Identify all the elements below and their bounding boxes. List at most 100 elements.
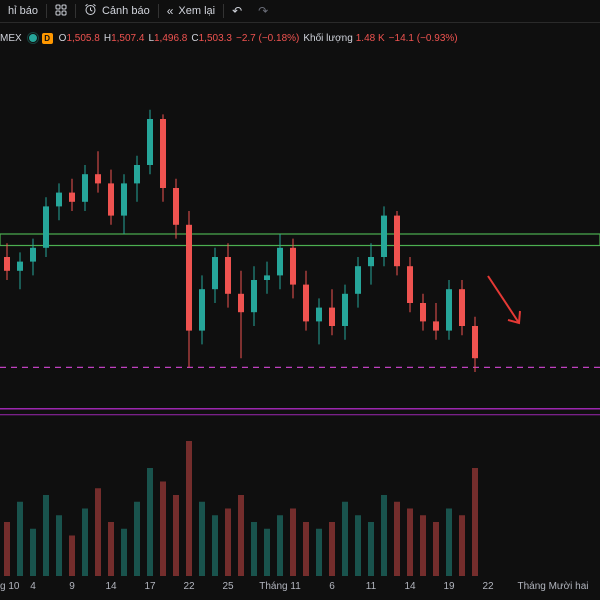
candle-body [95, 174, 101, 184]
volume-bar[interactable] [446, 508, 452, 577]
volume-bar[interactable] [394, 501, 400, 576]
volume-bar[interactable] [147, 468, 153, 576]
undo-button[interactable]: ↶ [224, 0, 250, 22]
price-chart[interactable] [0, 48, 600, 576]
volume-bar[interactable] [342, 501, 348, 576]
volume-bar[interactable] [329, 522, 335, 576]
candle[interactable] [95, 151, 101, 193]
volume-bar[interactable] [199, 501, 205, 576]
candle-body [342, 293, 348, 326]
volume-bar[interactable] [17, 501, 23, 576]
candle[interactable] [17, 252, 23, 290]
candle[interactable] [251, 266, 257, 326]
candle-body [82, 174, 88, 202]
volume-bar[interactable] [277, 515, 283, 576]
candle[interactable] [459, 280, 465, 336]
candle[interactable] [446, 280, 452, 340]
candle-body [147, 119, 153, 165]
volume-bar[interactable] [212, 515, 218, 576]
volume-bar[interactable] [355, 515, 361, 576]
volume-bar[interactable] [108, 522, 114, 576]
candle[interactable] [56, 183, 62, 221]
volume-bar[interactable] [459, 515, 465, 576]
time-axis-tick: 6 [329, 581, 335, 592]
volume-bar[interactable] [407, 508, 413, 577]
candle[interactable] [355, 257, 361, 308]
volume-bar[interactable] [368, 522, 374, 576]
volume-bar[interactable] [264, 528, 270, 576]
candle[interactable] [368, 243, 374, 285]
candle[interactable] [212, 247, 218, 303]
symbol-name[interactable]: MEX [0, 32, 22, 44]
candle[interactable] [277, 234, 283, 290]
low-label: L [148, 32, 154, 44]
volume-bar[interactable] [121, 528, 127, 576]
volume-bar[interactable] [251, 522, 257, 576]
volume-bar[interactable] [225, 508, 231, 577]
indicators-button[interactable]: hỉ báo [0, 0, 46, 22]
candle-body [355, 266, 361, 294]
candle[interactable] [381, 206, 387, 267]
candle-body [56, 192, 62, 207]
close-value: 1,503.3 [198, 32, 232, 44]
volume-bar[interactable] [316, 528, 322, 576]
candle[interactable] [238, 270, 244, 359]
candle[interactable] [225, 243, 231, 308]
time-axis[interactable]: g 10 4 9 14 17 22 25 Tháng 11 6 11 14 19 22 Tháng Mườ… [0, 576, 600, 600]
candle-body [199, 289, 205, 331]
candle[interactable] [147, 109, 153, 175]
volume-bar[interactable] [4, 522, 10, 576]
forecast-arrow[interactable] [487, 275, 521, 325]
candle[interactable] [108, 169, 114, 225]
candle-body [251, 280, 257, 313]
candle[interactable] [134, 155, 140, 202]
time-axis-tick: 4 [30, 581, 36, 592]
candle[interactable] [420, 293, 426, 331]
candle[interactable] [329, 289, 335, 336]
volume-bar[interactable] [420, 515, 426, 576]
alarm-clock-icon [84, 3, 97, 19]
volume-bar[interactable] [290, 508, 296, 577]
candle[interactable] [316, 298, 322, 345]
volume-bar[interactable] [30, 528, 36, 576]
volume-bar[interactable] [433, 522, 439, 576]
candle[interactable] [394, 211, 400, 276]
resistance-zone[interactable] [0, 233, 600, 247]
candle[interactable] [4, 243, 10, 280]
candle[interactable] [342, 284, 348, 340]
candle[interactable] [472, 316, 478, 372]
candle[interactable] [303, 270, 309, 331]
volume-bar[interactable] [43, 495, 49, 576]
candle[interactable] [82, 165, 88, 211]
alert-button[interactable]: Cảnh báo [76, 0, 158, 22]
volume-bar[interactable] [173, 495, 179, 576]
candle[interactable] [160, 114, 166, 202]
candle[interactable] [30, 238, 36, 276]
candle[interactable] [173, 178, 179, 239]
volume-bar[interactable] [82, 508, 88, 577]
candle[interactable] [121, 174, 127, 234]
candle[interactable] [264, 261, 270, 294]
replay-button[interactable]: « Xem lại [159, 0, 223, 22]
candle[interactable] [290, 238, 296, 299]
candle[interactable] [433, 303, 439, 340]
volume-bar[interactable] [186, 441, 192, 576]
volume-bar[interactable] [95, 488, 101, 576]
candle-body [4, 257, 10, 271]
volume-bar[interactable] [238, 495, 244, 576]
toolbar-divider [223, 4, 225, 18]
candle[interactable] [186, 211, 192, 368]
volume-bar[interactable] [381, 495, 387, 576]
candle[interactable] [407, 257, 413, 313]
volume-bar[interactable] [303, 522, 309, 576]
candle[interactable] [199, 275, 205, 345]
volume-bar[interactable] [56, 515, 62, 576]
volume-bar[interactable] [134, 501, 140, 576]
volume-bar[interactable] [160, 481, 166, 577]
volume-bar[interactable] [472, 468, 478, 576]
volume-bar[interactable] [69, 535, 75, 577]
layout-button[interactable] [47, 0, 75, 22]
candle[interactable] [69, 178, 75, 211]
candle[interactable] [43, 197, 49, 257]
redo-button[interactable]: ↷ [250, 0, 276, 22]
